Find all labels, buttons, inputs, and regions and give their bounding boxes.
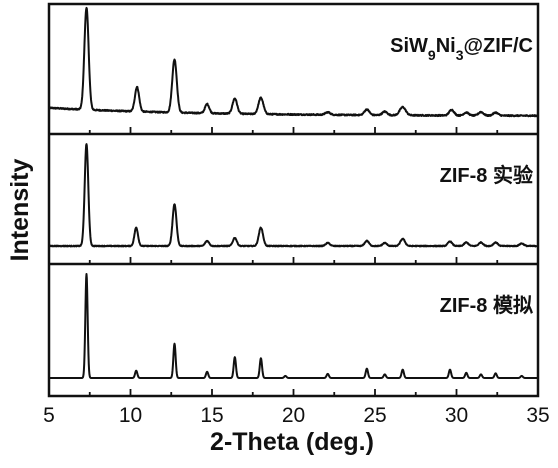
series-line-2	[48, 143, 539, 248]
x-ticks: 5 10 15 20 25 30 35	[43, 127, 550, 427]
x-tick-label: 10	[119, 404, 142, 427]
axes-frame	[47, 2, 540, 398]
y-axis-title: Intensity	[6, 159, 34, 262]
series-label-2: ZIF-8 实验	[440, 163, 533, 187]
panel-1: SiW9Ni3@ZIF/C	[48, 6, 539, 118]
x-tick-label: 25	[363, 404, 386, 427]
panel-3: ZIF-8 模拟	[48, 273, 539, 379]
plot-border	[47, 2, 540, 398]
series-label-3: ZIF-8 模拟	[440, 293, 533, 317]
panels: SiW9Ni3@ZIF/C ZIF-8 实验 ZIF-8 模拟	[48, 6, 539, 379]
panel-2: ZIF-8 实验	[48, 143, 539, 248]
x-tick-label: 15	[200, 404, 223, 427]
x-tick-label: 35	[526, 404, 549, 427]
x-axis-title: 2-Theta (deg.)	[210, 428, 374, 456]
series-label-1: SiW9Ni3@ZIF/C	[390, 35, 533, 63]
x-tick-label: 30	[445, 404, 468, 427]
series-line-1	[48, 6, 539, 118]
series-line-3	[48, 273, 539, 379]
x-tick-label: 20	[282, 404, 305, 427]
x-tick-label: 5	[43, 404, 55, 427]
